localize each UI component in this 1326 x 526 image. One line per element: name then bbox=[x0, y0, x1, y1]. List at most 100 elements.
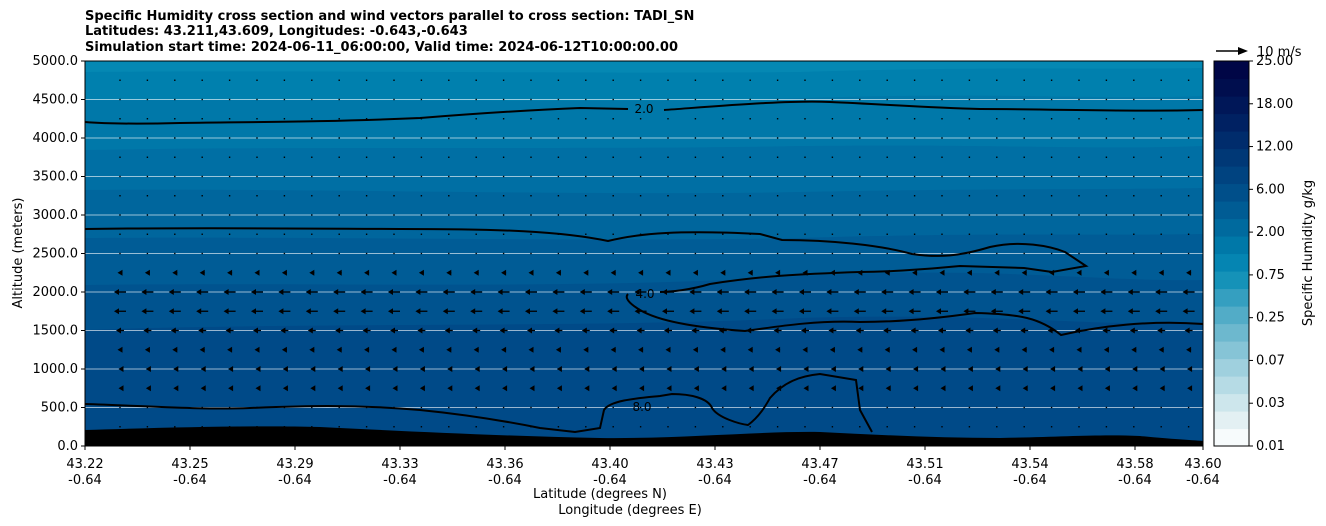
wind-vector bbox=[311, 195, 313, 197]
wind-vector-head bbox=[636, 327, 642, 334]
wind-vector bbox=[859, 214, 861, 216]
wind-vector bbox=[448, 252, 450, 255]
wind-vector bbox=[1160, 195, 1162, 197]
wind-vector-head bbox=[255, 366, 261, 372]
wind-vector-head bbox=[309, 269, 315, 276]
wind-vector bbox=[557, 118, 560, 120]
wind-vector bbox=[448, 118, 450, 120]
wind-vector bbox=[585, 195, 587, 197]
wind-vector bbox=[475, 137, 477, 139]
colorbar-segment bbox=[1214, 271, 1249, 290]
wind-vector-head bbox=[223, 308, 229, 315]
colorbar-tick-label: 0.75 bbox=[1256, 268, 1285, 283]
wind-vector bbox=[475, 214, 477, 216]
wind-vector bbox=[1133, 252, 1135, 255]
wind-vector bbox=[1050, 426, 1053, 428]
wind-vector bbox=[996, 214, 998, 216]
wind-vector-head bbox=[936, 289, 941, 295]
wind-vector bbox=[530, 252, 532, 255]
wind-vector-head bbox=[336, 269, 342, 276]
wind-vector-head bbox=[470, 289, 476, 295]
wind-vector-head bbox=[168, 289, 174, 295]
wind-vector-head bbox=[418, 269, 424, 276]
wind-vector-head bbox=[114, 289, 119, 295]
wind-vector bbox=[475, 252, 477, 255]
wind-vector bbox=[146, 79, 149, 81]
wind-vector-field bbox=[114, 79, 1195, 428]
wind-vector-head bbox=[610, 269, 616, 276]
wind-reference-arrowhead bbox=[1238, 47, 1248, 55]
wind-vector-head bbox=[665, 269, 671, 276]
wind-vector bbox=[311, 406, 313, 409]
wind-vector bbox=[201, 175, 203, 178]
wind-vector-head bbox=[938, 327, 943, 334]
colorbar-tick-label: 0.01 bbox=[1256, 439, 1285, 454]
wind-vector bbox=[201, 233, 203, 235]
wind-vector bbox=[311, 175, 313, 178]
wind-vector bbox=[1023, 156, 1025, 158]
wind-vector-head bbox=[529, 385, 535, 392]
colorbar-segment bbox=[1214, 166, 1249, 185]
colorbar-segment bbox=[1214, 131, 1249, 150]
x-tick-label-lat: 43.40 bbox=[591, 457, 628, 472]
x-tick-label-lon: -0.64 bbox=[1186, 473, 1220, 488]
wind-vector bbox=[420, 137, 423, 139]
wind-vector bbox=[749, 195, 751, 197]
wind-vector bbox=[1133, 195, 1135, 197]
wind-vector bbox=[585, 406, 587, 409]
wind-vector bbox=[502, 195, 505, 197]
wind-vector-head bbox=[499, 327, 505, 334]
wind-vector bbox=[1133, 175, 1135, 178]
wind-vector bbox=[1023, 214, 1025, 216]
wind-vector bbox=[420, 426, 423, 428]
wind-vector bbox=[722, 252, 724, 255]
wind-vector bbox=[612, 137, 614, 139]
wind-vector-head bbox=[775, 269, 781, 276]
wind-vector bbox=[639, 252, 642, 255]
wind-vector bbox=[283, 137, 286, 139]
wind-vector bbox=[968, 426, 971, 428]
wind-vector bbox=[448, 79, 450, 81]
wind-vector bbox=[201, 79, 203, 81]
wind-vector bbox=[311, 233, 313, 235]
wind-vector bbox=[475, 195, 477, 197]
wind-vector bbox=[119, 98, 121, 101]
wind-vector bbox=[448, 98, 450, 101]
wind-vector bbox=[941, 118, 943, 120]
wind-vector bbox=[475, 406, 477, 409]
wind-vector bbox=[228, 156, 231, 158]
wind-vector-head bbox=[828, 327, 834, 334]
wind-vector-head bbox=[967, 366, 973, 372]
wind-vector-head bbox=[1049, 346, 1055, 353]
wind-vector-head bbox=[910, 327, 916, 334]
wind-vector bbox=[174, 214, 176, 216]
wind-vector bbox=[886, 175, 888, 178]
wind-vector bbox=[393, 137, 395, 139]
wind-vector bbox=[776, 98, 779, 101]
wind-vector bbox=[502, 406, 505, 409]
wind-vector bbox=[722, 426, 724, 428]
colorbar-segment bbox=[1214, 393, 1249, 412]
wind-vector-head bbox=[583, 269, 589, 276]
wind-vector bbox=[146, 406, 149, 409]
wind-vector bbox=[1187, 79, 1190, 81]
wind-vector bbox=[749, 426, 751, 428]
wind-vector-head bbox=[990, 289, 996, 295]
wind-vector-head bbox=[776, 366, 782, 372]
wind-vector-head bbox=[555, 269, 561, 276]
wind-vector bbox=[859, 252, 861, 255]
wind-vector bbox=[283, 156, 286, 158]
chart-title-line-1: Specific Humidity cross section and wind… bbox=[85, 9, 695, 24]
wind-vector-head bbox=[1155, 289, 1161, 295]
wind-vector-head bbox=[527, 327, 532, 334]
wind-vector-head bbox=[583, 346, 589, 353]
wind-vector bbox=[557, 195, 560, 197]
wind-vector bbox=[722, 79, 724, 81]
wind-vector bbox=[146, 156, 149, 158]
wind-vector bbox=[941, 214, 943, 216]
wind-vector bbox=[448, 426, 450, 428]
colorbar-tick-label: 0.25 bbox=[1256, 311, 1285, 326]
wind-vector bbox=[365, 214, 368, 216]
wind-vector-head bbox=[254, 269, 260, 276]
wind-vector-head bbox=[555, 346, 561, 353]
